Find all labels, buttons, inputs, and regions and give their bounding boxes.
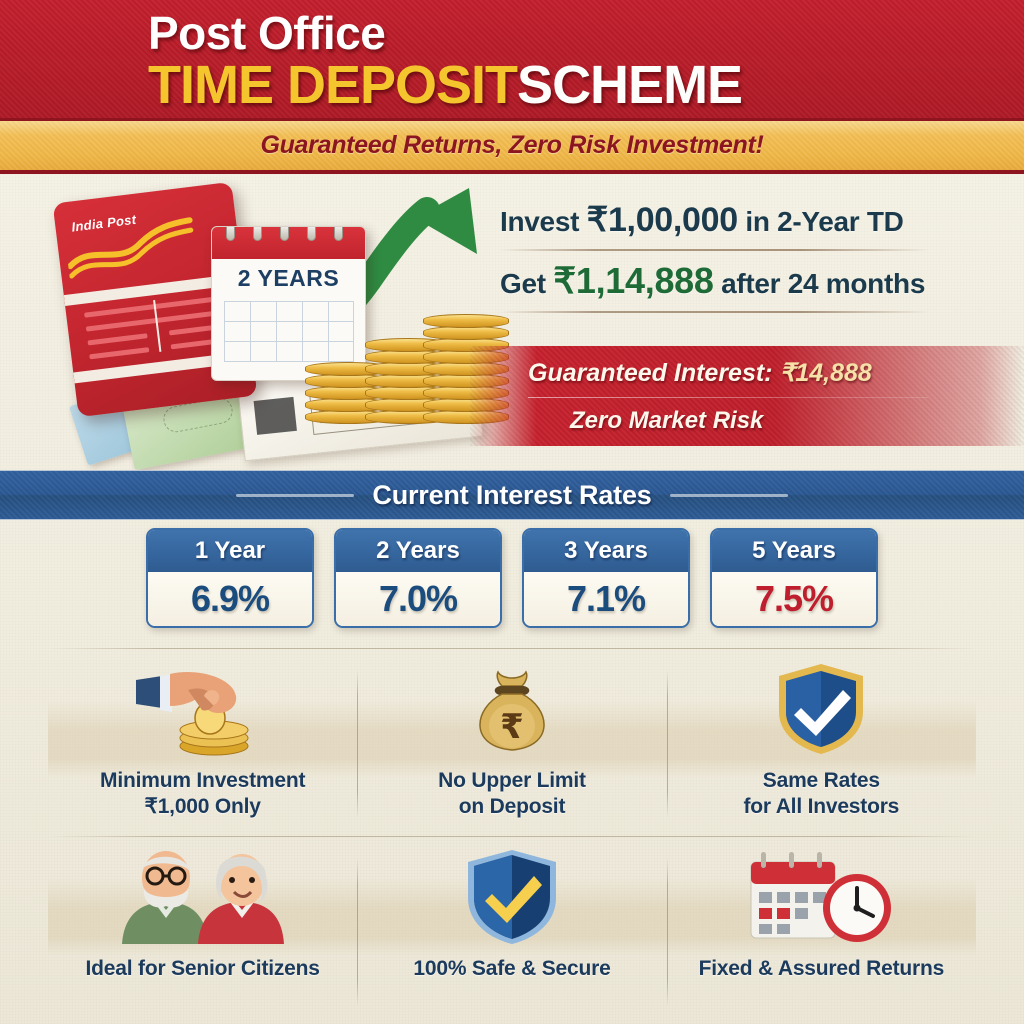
rate-card-body: 7.5% [712, 572, 876, 626]
feature-text: No Upper Limit on Deposit [438, 768, 586, 819]
feature-line-1: 100% Safe & Secure [413, 957, 611, 980]
features-rule-top [48, 648, 976, 649]
ribbon-divider [528, 396, 928, 398]
feature-text: Fixed & Assured Returns [699, 956, 945, 982]
hero-invest-suffix: in 2-Year TD [737, 206, 904, 237]
feature-line-2: ₹1,000 Only [144, 794, 261, 818]
hero-get-amount: ₹1,14,888 [553, 260, 714, 301]
rate-card-header: 3 Years [524, 530, 688, 572]
rate-card-value: 7.1% [566, 578, 646, 619]
page-title-white: SCHEME [517, 55, 743, 115]
feature-line-2: for All Investors [743, 794, 900, 818]
rate-card-body: 6.9% [148, 572, 312, 626]
rate-card-term: 3 Years [564, 537, 648, 564]
coin-stack-tall [423, 276, 509, 424]
feature-line-1: Same Rates [762, 769, 880, 792]
feature-line-2: on Deposit [458, 794, 566, 818]
feature-line-1: No Upper Limit [438, 769, 586, 792]
features-row-1: Minimum Investment ₹1,000 Only ₹ N [48, 648, 976, 836]
hero-illustration: India Post [35, 181, 509, 471]
hero-section: India Post [0, 178, 1024, 471]
shield-check-gold-icon [460, 848, 564, 944]
svg-text:₹: ₹ [500, 707, 524, 747]
calendar-illustration: 2 YEARS [211, 226, 366, 381]
rates-banner-title: Current Interest Rates [372, 479, 652, 510]
feature-minimum-investment[interactable]: Minimum Investment ₹1,000 Only [48, 648, 357, 836]
feature-divider [666, 858, 668, 1006]
page-title-line1: Post Office [148, 7, 386, 59]
rate-card-value: 7.5% [754, 578, 834, 619]
rate-card-term: 1 Year [194, 537, 266, 564]
feature-divider [357, 858, 359, 1006]
hand-dropping-coin-icon [128, 660, 278, 756]
hero-text-block: Invest ₹1,00,000 in 2-Year TD Get ₹1,14,… [500, 200, 1000, 322]
feature-senior-citizens[interactable]: Ideal for Senior Citizens [48, 836, 357, 1024]
feature-no-upper-limit[interactable]: ₹ No Upper Limit on Deposit [357, 648, 666, 836]
rate-card-body: 7.1% [524, 572, 688, 626]
feature-safe-secure[interactable]: 100% Safe & Secure [357, 836, 666, 1024]
rate-card-3-years[interactable]: 3 Years 7.1% [522, 528, 690, 628]
feature-line-1: Ideal for Senior Citizens [85, 957, 320, 980]
senior-couple-icon [118, 848, 288, 944]
hero-get-suffix: after 24 months [713, 268, 926, 299]
feature-line-1: Minimum Investment [100, 769, 306, 792]
guaranteed-interest-ribbon: Guaranteed Interest: ₹14,888 Zero Market… [470, 346, 1024, 446]
rate-card-body: 7.0% [336, 572, 500, 626]
shield-check-blue-icon [771, 660, 871, 756]
feature-text: Minimum Investment ₹1,000 Only [100, 768, 305, 819]
rate-card-value: 6.9% [190, 578, 270, 619]
rate-card-term: 5 Years [752, 537, 836, 564]
features-section: Minimum Investment ₹1,000 Only ₹ N [0, 648, 1024, 1024]
feature-line-1: Fixed & Assured Returns [698, 957, 945, 980]
hero-divider-2 [500, 311, 930, 313]
rates-banner: Current Interest Rates [0, 470, 1024, 520]
ribbon-interest-label: Guaranteed Interest: [528, 358, 780, 387]
calendar-years-label: 2 YEARS [237, 265, 340, 291]
hero-invest-amount: ₹1,00,000 [586, 201, 739, 239]
hero-invest-line: Invest ₹1,00,000 in 2-Year TD [500, 200, 1000, 240]
rate-card-header: 5 Years [712, 530, 876, 572]
page-title-line2: TIME DEPOSITSCHEME [148, 54, 743, 116]
page-title-gold: TIME DEPOSIT [148, 55, 518, 115]
banner-rule-right [669, 493, 788, 497]
feature-divider [357, 670, 359, 818]
india-post-swoosh-icon [67, 217, 194, 279]
ribbon-zero-risk-line: Zero Market Risk [570, 406, 764, 434]
rate-cards-row: 1 Year 6.9% 2 Years 7.0% 3 Years 7.1% [0, 528, 1024, 628]
header-banner: Post Office TIME DEPOSITSCHEME [0, 0, 1024, 118]
features-rule-mid [48, 836, 976, 837]
feature-same-rates[interactable]: Same Rates for All Investors [666, 648, 976, 836]
hero-invest-prefix: Invest [500, 206, 587, 237]
rate-card-1-year[interactable]: 1 Year 6.9% [146, 528, 314, 628]
calendar-grid [224, 301, 354, 363]
feature-text: 100% Safe & Secure [413, 956, 610, 982]
rate-card-header: 1 Year [148, 530, 312, 572]
rate-card-header: 2 Years [336, 530, 500, 572]
rate-card-2-years[interactable]: 2 Years 7.0% [334, 528, 502, 628]
feature-text: Same Rates for All Investors [743, 768, 899, 819]
feature-fixed-returns[interactable]: Fixed & Assured Returns [666, 836, 976, 1024]
rate-card-term: 2 Years [376, 537, 460, 564]
hero-get-prefix: Get [500, 268, 554, 299]
ribbon-interest-line: Guaranteed Interest: ₹14,888 [528, 358, 1024, 388]
ribbon-interest-amount: ₹14,888 [779, 358, 872, 387]
rate-card-value: 7.0% [378, 578, 458, 619]
hero-get-line: Get ₹1,14,888 after 24 months [500, 260, 1000, 302]
money-bag-rupee-icon: ₹ [452, 660, 572, 756]
rate-card-5-years[interactable]: 5 Years 7.5% [710, 528, 878, 628]
calendar-clock-icon [741, 848, 901, 944]
subtitle-band: Guaranteed Returns, Zero Risk Investment… [0, 118, 1024, 174]
subtitle-text: Guaranteed Returns, Zero Risk Investment… [260, 131, 764, 159]
banner-rule-left [236, 493, 355, 497]
passbook-illustration: India Post [52, 181, 258, 418]
feature-text: Ideal for Senior Citizens [86, 956, 320, 982]
feature-divider [666, 670, 668, 818]
features-row-2: Ideal for Senior Citizens 100% Safe & Se… [48, 836, 976, 1024]
hero-divider-1 [500, 249, 930, 251]
